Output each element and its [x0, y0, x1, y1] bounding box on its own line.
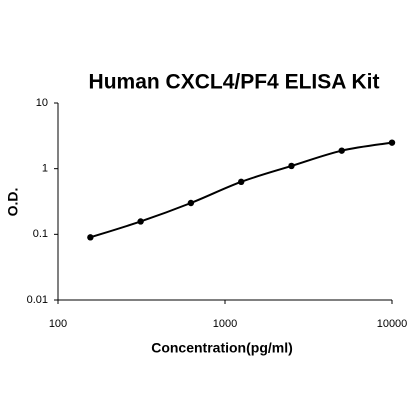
data-point	[237, 178, 245, 186]
y-tick-label: 10	[36, 97, 48, 109]
data-point	[388, 139, 396, 146]
data-point	[137, 218, 144, 225]
data-point	[187, 199, 195, 207]
y-tick-label: 0.1	[33, 228, 48, 240]
x-tick-label: 1000	[213, 318, 237, 330]
x-tick-label: 100	[49, 318, 67, 330]
y-tick-label: 0.01	[27, 294, 48, 306]
chart-title: Human CXCL4/PF4 ELISA Kit	[89, 71, 380, 94]
fit-curve	[90, 141, 393, 239]
data-point	[288, 162, 295, 170]
data-point	[338, 147, 345, 154]
x-axis-label: Concentration(pg/ml)	[151, 340, 293, 356]
x-tick-label: 10000	[377, 318, 408, 330]
data-point	[87, 234, 94, 241]
y-tick-label: 1	[42, 163, 48, 175]
y-axis-label: O.D.	[5, 188, 21, 217]
